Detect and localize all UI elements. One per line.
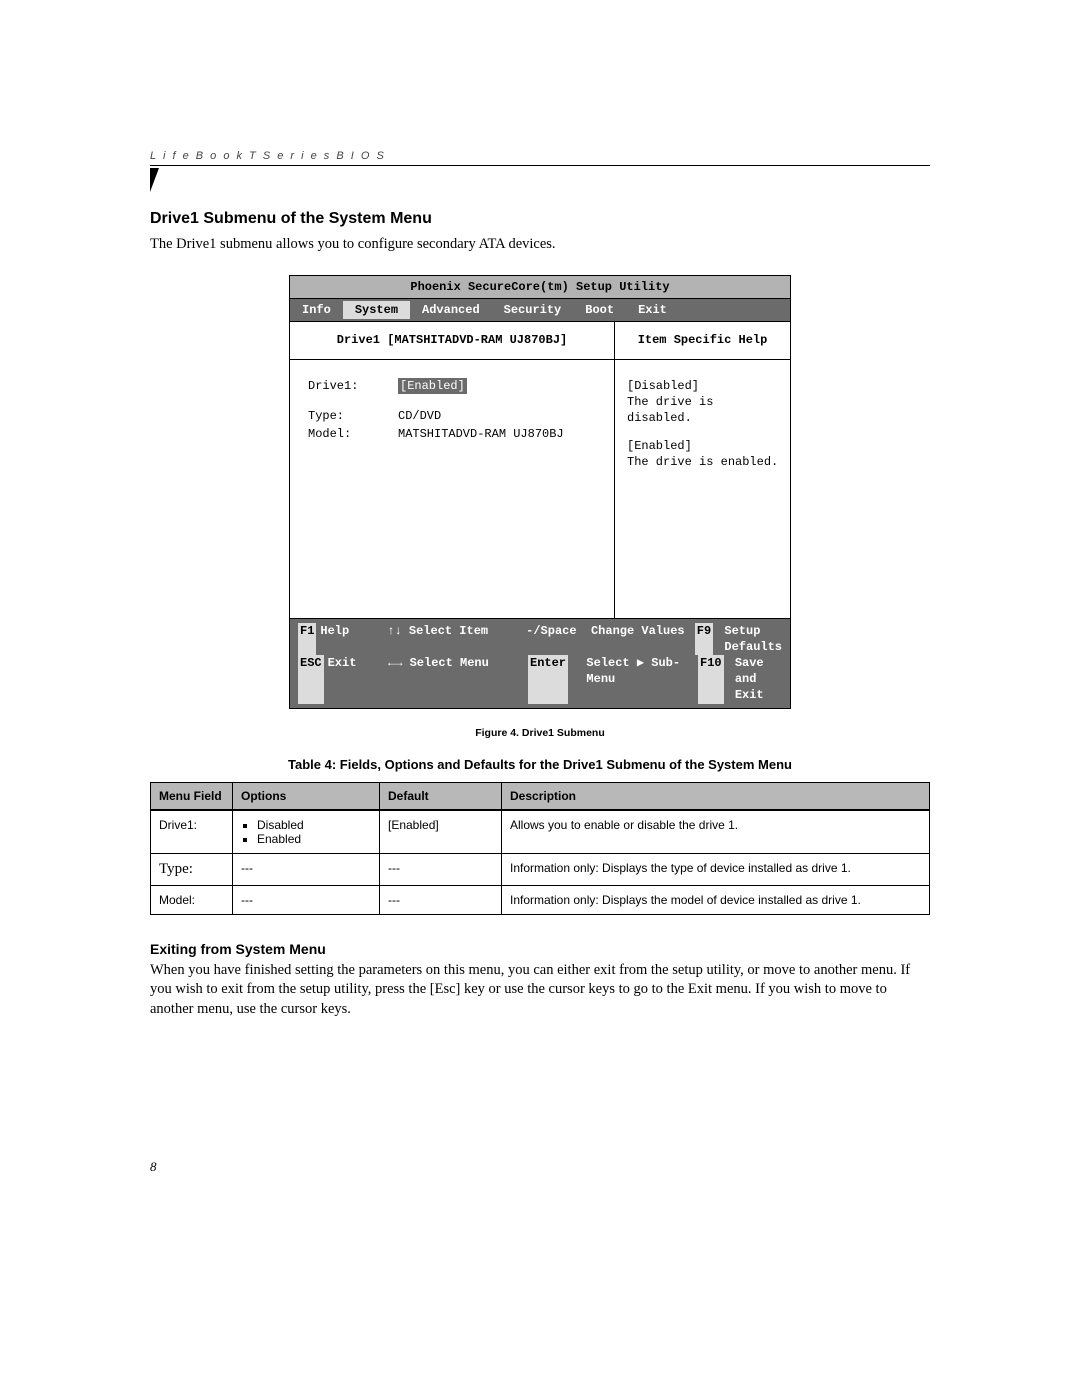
- cell-default: [Enabled]: [380, 810, 502, 854]
- fkey-esc: ESC: [298, 655, 324, 704]
- section-title: Drive1 Submenu of the System Menu: [150, 210, 930, 228]
- options-table: Menu Field Options Default Description D…: [150, 782, 930, 915]
- bios-help-body: [Disabled] The drive is disabled. [Enabl…: [615, 360, 790, 618]
- cell-description: Allows you to enable or disable the driv…: [502, 810, 930, 854]
- flabel-exit: Exit: [328, 655, 357, 704]
- bios-menu-bar: Info System Advanced Security Boot Exit: [290, 299, 790, 322]
- cell-description: Information only: Displays the model of …: [502, 885, 930, 914]
- help-enabled-title: [Enabled]: [627, 438, 782, 454]
- th-menu-field: Menu Field: [151, 782, 233, 810]
- bios-sub-header: Drive1 [MATSHITADVD-RAM UJ870BJ]: [290, 322, 614, 359]
- figure-caption: Figure 4. Drive1 Submenu: [150, 727, 930, 739]
- tab-system[interactable]: System: [343, 301, 410, 319]
- help-enabled-text: The drive is enabled.: [627, 454, 782, 470]
- tab-boot[interactable]: Boot: [573, 301, 626, 319]
- table-title: Table 4: Fields, Options and Defaults fo…: [150, 757, 930, 772]
- wedge-decoration: [150, 168, 159, 192]
- cell-description: Information only: Displays the type of d…: [502, 853, 930, 885]
- flabel-select-submenu: Select ▶ Sub-Menu: [586, 655, 698, 704]
- field-type-value: CD/DVD: [398, 408, 441, 424]
- fkey-arrows-ud: ↑↓: [387, 624, 401, 638]
- cell-options: ---: [233, 853, 380, 885]
- th-options: Options: [233, 782, 380, 810]
- cell-field: Type:: [151, 853, 233, 885]
- table-row: Model: --- --- Information only: Display…: [151, 885, 930, 914]
- cell-options: ---: [233, 885, 380, 914]
- help-disabled-text: The drive is disabled.: [627, 394, 782, 426]
- cell-default: ---: [380, 853, 502, 885]
- opt-item: Disabled: [257, 818, 371, 832]
- cell-default: ---: [380, 885, 502, 914]
- opt-item: Enabled: [257, 832, 371, 846]
- cell-field: Drive1:: [151, 810, 233, 854]
- field-drive1-label: Drive1:: [308, 378, 398, 394]
- bios-help-header: Item Specific Help: [615, 322, 790, 359]
- field-model-label: Model:: [308, 426, 398, 442]
- flabel-setup-defaults: Setup Defaults: [724, 623, 782, 655]
- field-model-value: MATSHITADVD-RAM UJ870BJ: [398, 426, 564, 442]
- flabel-select-item: Select Item: [409, 624, 488, 638]
- page-number: 8: [150, 1159, 930, 1175]
- help-disabled-title: [Disabled]: [627, 378, 782, 394]
- table-row: Drive1: Disabled Enabled [Enabled] Allow…: [151, 810, 930, 854]
- fkey-enter: Enter: [528, 655, 568, 704]
- tab-security[interactable]: Security: [492, 301, 574, 319]
- section-intro: The Drive1 submenu allows you to configu…: [150, 236, 930, 253]
- field-drive1-value[interactable]: [Enabled]: [398, 378, 467, 394]
- running-header: L i f e B o o k T S e r i e s B I O S: [150, 150, 930, 166]
- fkey-minus-space: -/Space: [526, 623, 576, 655]
- flabel-select-menu: Select Menu: [410, 656, 489, 670]
- bios-title: Phoenix SecureCore(tm) Setup Utility: [290, 276, 790, 299]
- field-type-label: Type:: [308, 408, 398, 424]
- cell-field: Model:: [151, 885, 233, 914]
- exit-text: When you have finished setting the param…: [150, 961, 930, 1020]
- th-default: Default: [380, 782, 502, 810]
- flabel-help: Help: [320, 623, 349, 655]
- fkey-f1: F1: [298, 623, 316, 655]
- cell-options: Disabled Enabled: [233, 810, 380, 854]
- bios-fields: Drive1: [Enabled] Type: CD/DVD Model: MA…: [290, 360, 614, 618]
- fkey-f10: F10: [698, 655, 724, 704]
- flabel-change-values: Change Values: [591, 623, 685, 655]
- th-description: Description: [502, 782, 930, 810]
- tab-advanced[interactable]: Advanced: [410, 301, 492, 319]
- exit-title: Exiting from System Menu: [150, 941, 930, 957]
- flabel-save-exit: Save and Exit: [735, 655, 782, 704]
- bios-footer: F1Help ↑↓ Select Item -/Space Change Val…: [290, 618, 790, 708]
- bios-box: Phoenix SecureCore(tm) Setup Utility Inf…: [289, 275, 791, 709]
- table-row: Type: --- --- Information only: Displays…: [151, 853, 930, 885]
- tab-exit[interactable]: Exit: [626, 301, 679, 319]
- fkey-f9: F9: [695, 623, 713, 655]
- tab-info[interactable]: Info: [290, 301, 343, 319]
- fkey-arrows-lr: ←→: [388, 656, 402, 670]
